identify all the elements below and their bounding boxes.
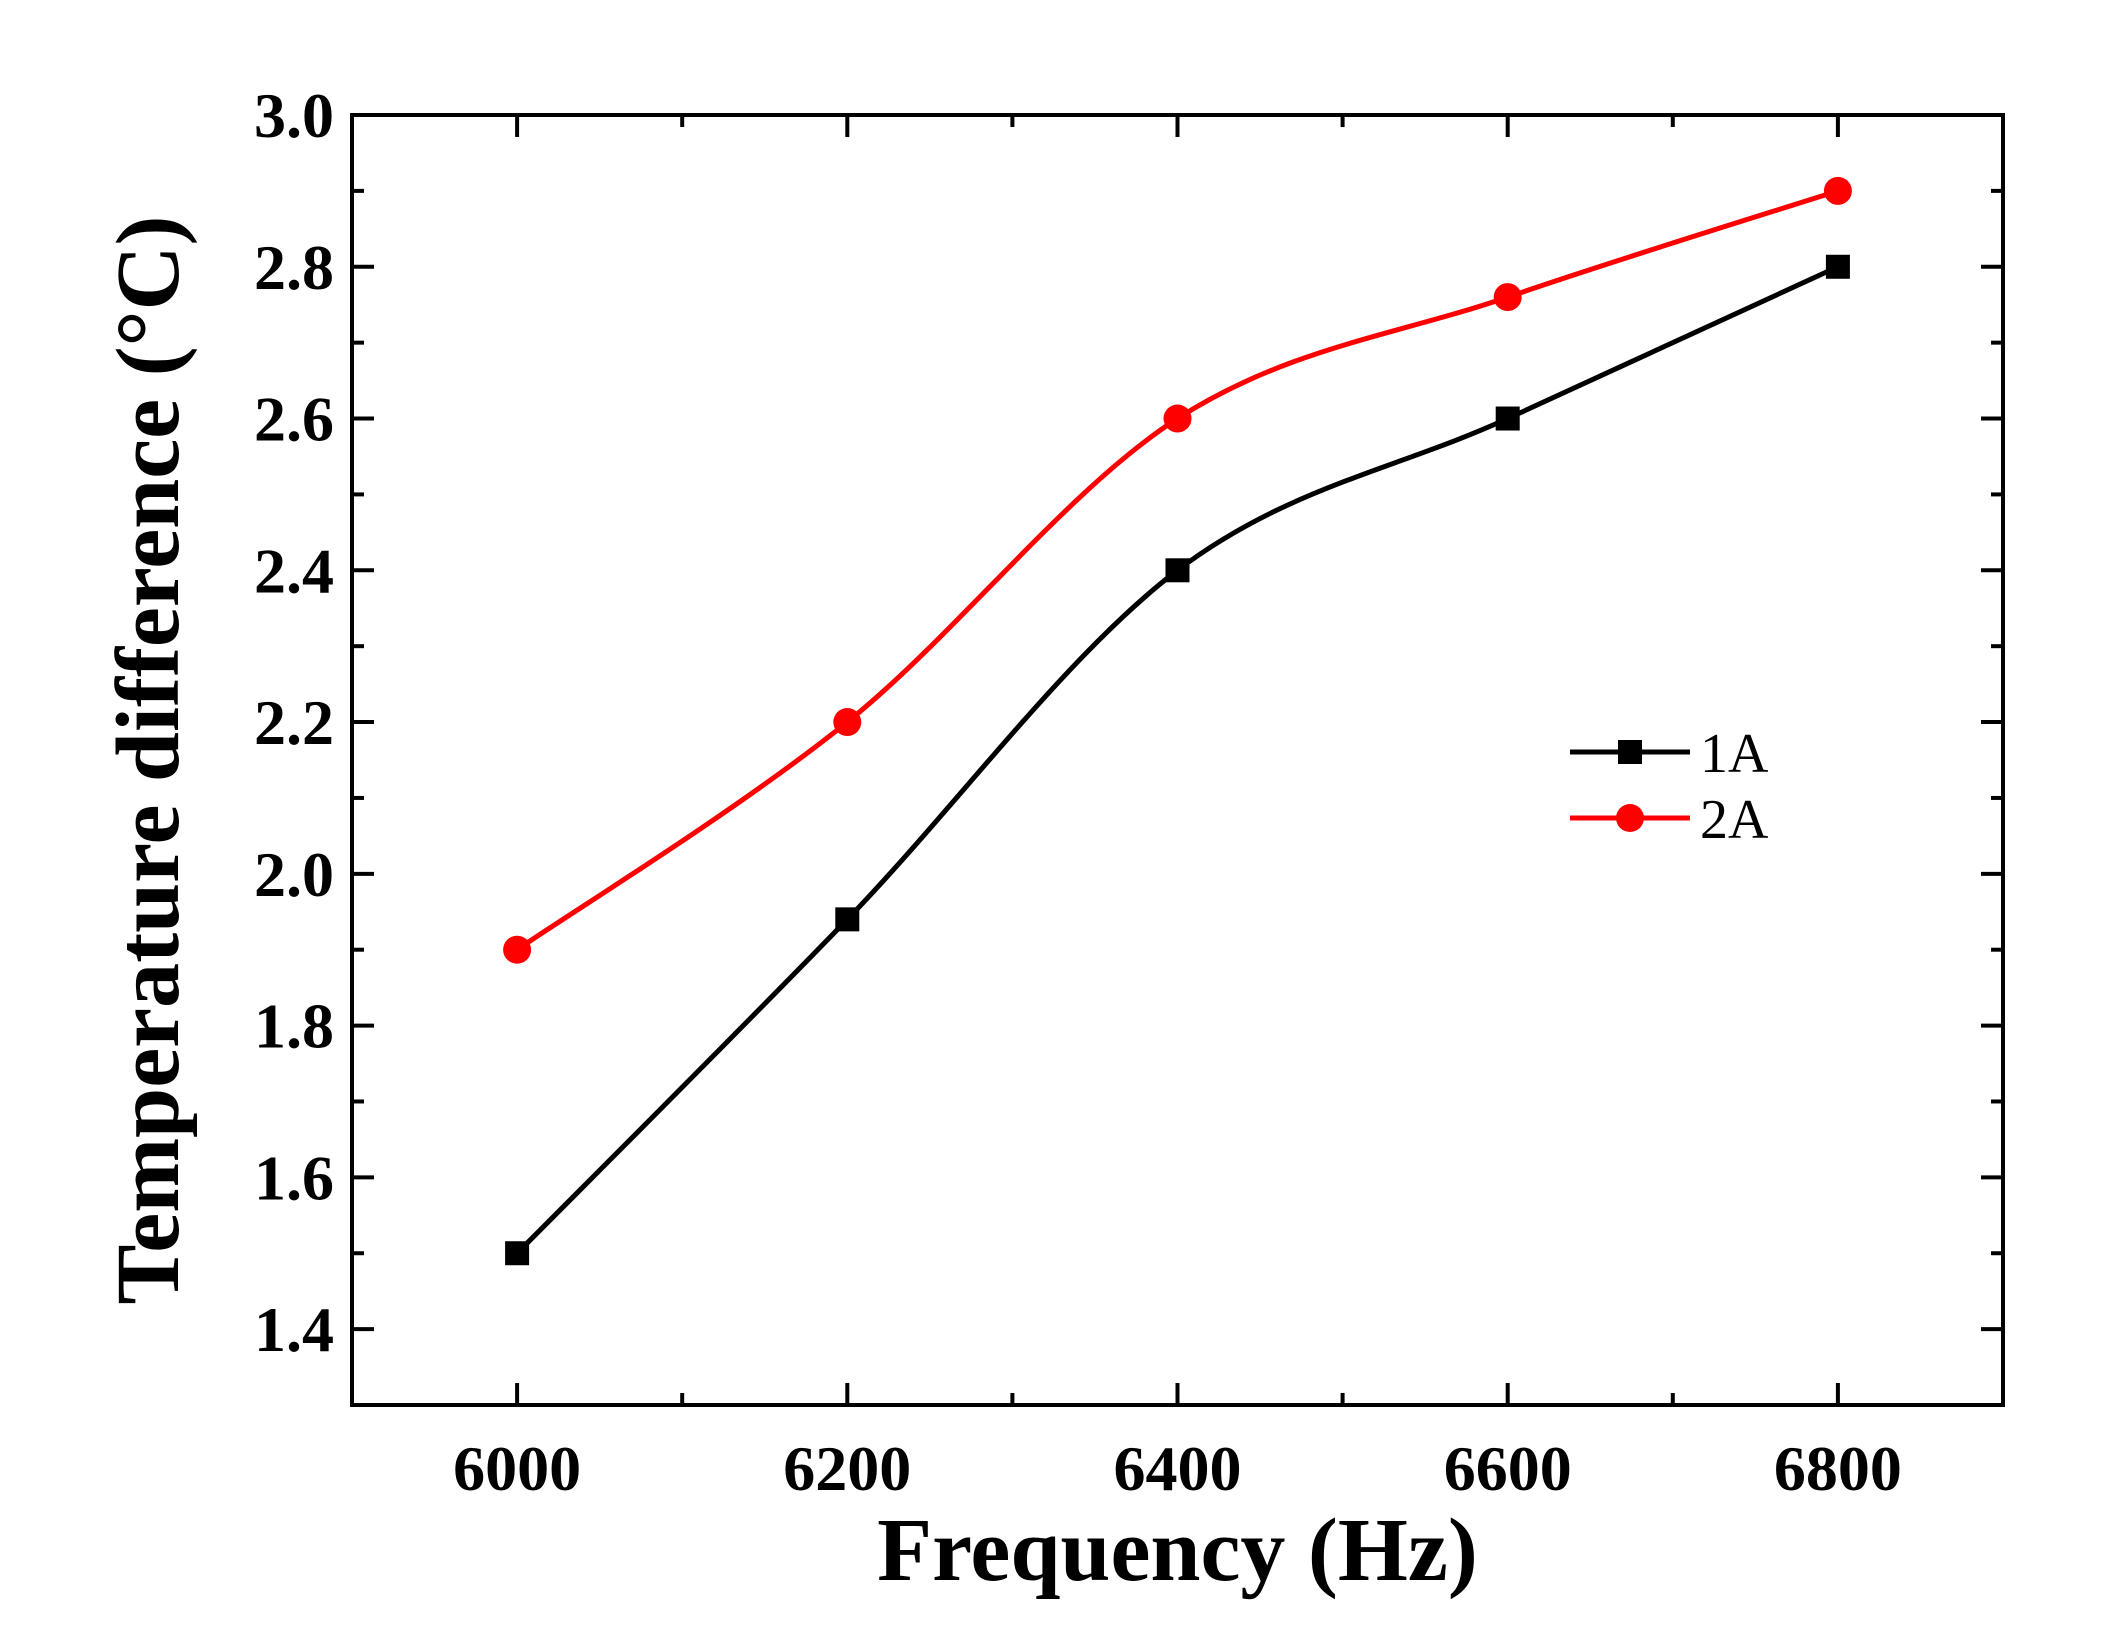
y-tick-label: 1.6 — [254, 1142, 334, 1213]
data-point-1a — [1165, 558, 1190, 583]
y-tick-label: 2.8 — [254, 232, 334, 303]
y-tick-label: 3.0 — [254, 80, 334, 151]
x-tick-label: 6800 — [1774, 1433, 1902, 1504]
y-axis-title: Temperature difference (°C) — [99, 215, 198, 1304]
ticks-layer — [352, 113, 2003, 1405]
data-point-1a — [505, 1241, 530, 1266]
data-point-2a — [503, 935, 532, 964]
series-layer — [503, 176, 1852, 1266]
x-tick-label: 6200 — [783, 1433, 911, 1504]
data-point-2a — [833, 708, 862, 737]
series-line-1a — [515, 264, 1839, 1255]
tick-labels-layer: 6000 6200 6400 6600 6800 1.4 1.6 1.8 2.0 2.2 2.4 2.… — [254, 80, 1902, 1504]
legend-label-2a: 2A — [1700, 789, 1769, 851]
legend-label-1a: 1A — [1700, 723, 1769, 785]
x-tick-label: 6000 — [453, 1433, 581, 1504]
x-axis-title: Frequency (Hz) — [877, 1501, 1478, 1600]
data-point-2a — [1493, 283, 1522, 312]
y-tick-label: 2.2 — [254, 687, 334, 758]
data-point-1a — [1825, 254, 1850, 279]
series-line-2a — [515, 188, 1839, 952]
x-tick-label: 6400 — [1114, 1433, 1242, 1504]
data-point-2a — [1163, 404, 1192, 433]
y-tick-label: 2.6 — [254, 384, 334, 455]
legend-marker-1a — [1618, 740, 1642, 764]
y-tick-label: 1.4 — [254, 1294, 334, 1365]
x-tick-label: 6600 — [1444, 1433, 1572, 1504]
legend-marker-2a — [1616, 804, 1644, 832]
data-point-1a — [835, 907, 860, 932]
y-tick-label: 1.8 — [254, 991, 334, 1062]
y-tick-label: 2.4 — [254, 535, 334, 606]
data-point-2a — [1823, 176, 1852, 205]
y-tick-label: 2.0 — [254, 839, 334, 910]
data-point-1a — [1495, 406, 1520, 431]
